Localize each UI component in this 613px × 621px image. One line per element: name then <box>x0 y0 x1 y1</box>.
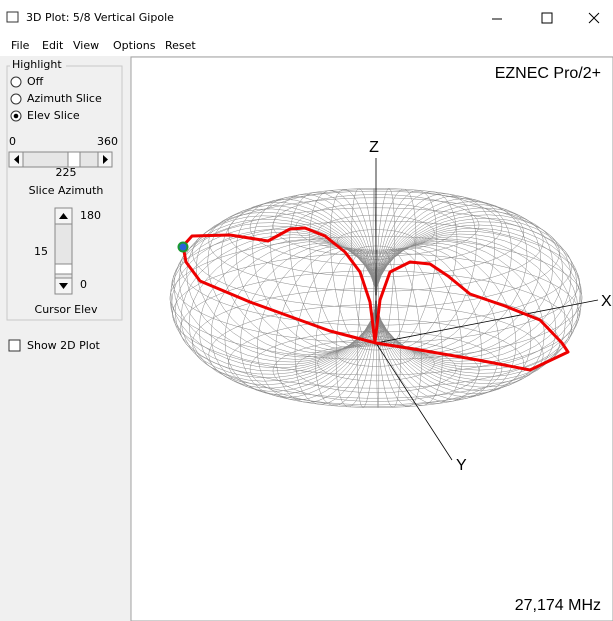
elev-max: 180 <box>80 209 101 222</box>
elev-value: 15 <box>34 245 48 258</box>
plot-window: 3D Plot: 5/8 Vertical Gipole File Edit Vie… <box>0 0 613 621</box>
window-title: 3D Plot: 5/8 Vertical Gipole <box>26 11 174 24</box>
show-2d-label: Show 2D Plot <box>27 339 101 352</box>
menu-item[interactable]: Edit <box>42 39 64 52</box>
slider-value: 225 <box>56 166 77 179</box>
elev-caption: Cursor Elev <box>35 303 98 316</box>
slider-max: 360 <box>97 135 118 148</box>
radio-label: Off <box>27 75 44 88</box>
axis-label: Z <box>369 139 379 156</box>
radio-button[interactable] <box>11 94 21 104</box>
slider-min: 0 <box>9 135 16 148</box>
cursor-marker <box>179 243 188 252</box>
menu-item[interactable]: File <box>11 39 30 52</box>
slider-caption: Slice Azimuth <box>29 184 104 197</box>
brand-label: EZNEC Pro/2+ <box>495 65 601 82</box>
radio-button[interactable] <box>11 77 21 87</box>
azimuth-slider[interactable] <box>9 152 112 167</box>
radio-label: Elev Slice <box>27 109 80 122</box>
radio-label: Azimuth Slice <box>27 92 102 105</box>
menu-item[interactable]: Reset <box>165 39 196 52</box>
menu-item[interactable]: Options <box>113 39 156 52</box>
frequency-label: 27,174 MHz <box>515 597 601 614</box>
menu-item[interactable]: View <box>73 39 99 52</box>
slider-thumb[interactable] <box>55 264 72 274</box>
slider-thumb[interactable] <box>68 152 80 167</box>
elev-min: 0 <box>80 278 87 291</box>
group-label: Highlight <box>12 58 62 71</box>
axis-label: X <box>601 293 612 310</box>
show-2d-checkbox[interactable] <box>9 340 20 351</box>
axis-label: Y <box>456 457 467 474</box>
radio-dot <box>14 114 19 119</box>
